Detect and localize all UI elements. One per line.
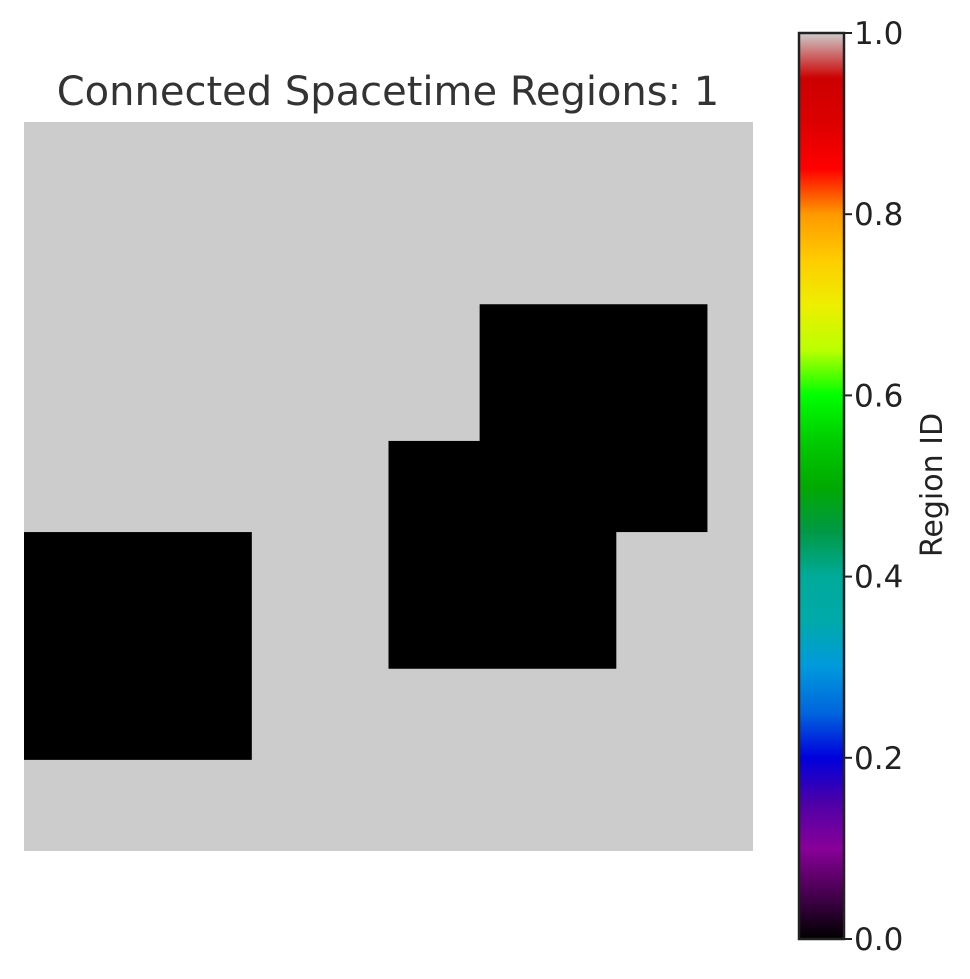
chart-title: Connected Spacetime Regions: 1 <box>57 69 720 115</box>
colorbar-tick-label: 0.0 <box>854 922 903 958</box>
regions-layer <box>24 304 708 760</box>
colorbar-tick-label: 0.2 <box>854 741 903 777</box>
colorbar-tick-label: 0.4 <box>854 560 903 596</box>
colorbar-tick-label: 1.0 <box>854 16 903 52</box>
colorbar-tick-label: 0.8 <box>854 197 903 233</box>
colorbar: 0.0 0.2 0.4 0.6 0.8 1.0 Region ID <box>797 16 950 958</box>
heatmap-area <box>24 122 753 851</box>
colorbar-ticks: 0.0 0.2 0.4 0.6 0.8 1.0 <box>844 16 903 958</box>
colorbar-frame <box>797 31 846 941</box>
region-block-1 <box>24 532 252 760</box>
colorbar-tick-label: 0.6 <box>854 378 903 414</box>
region-block-3 <box>479 304 708 533</box>
colorbar-label: Region ID <box>915 413 950 557</box>
colorbar-gradient <box>799 33 844 939</box>
